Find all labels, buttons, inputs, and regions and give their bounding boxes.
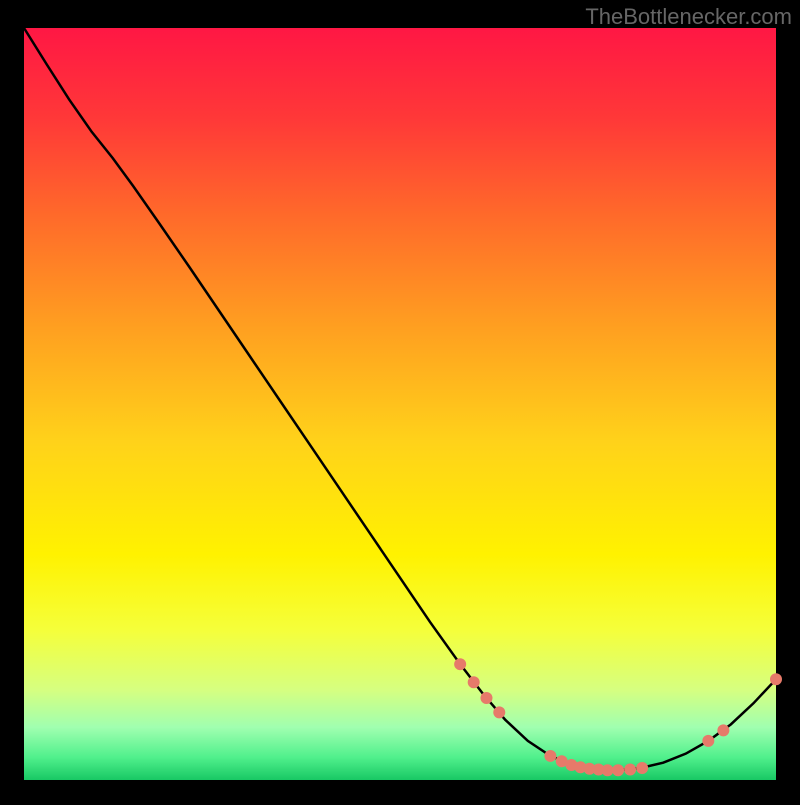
watermark-text: TheBottlenecker.com [585, 4, 792, 30]
data-marker [468, 676, 480, 688]
data-marker [770, 673, 782, 685]
plot-background [24, 28, 776, 780]
chart-container: TheBottlenecker.com [0, 0, 800, 800]
data-marker [636, 762, 648, 774]
data-marker [454, 658, 466, 670]
data-marker [544, 750, 556, 762]
data-marker [602, 764, 614, 776]
data-marker [493, 706, 505, 718]
data-marker [612, 764, 624, 776]
data-marker [480, 692, 492, 704]
data-marker [702, 735, 714, 747]
data-marker [624, 763, 636, 775]
chart-svg [0, 0, 800, 800]
data-marker [717, 724, 729, 736]
